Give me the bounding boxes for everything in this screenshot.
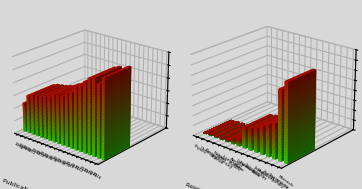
X-axis label: Publication Years: Publication Years: [2, 178, 54, 189]
X-axis label: Research Areas: Research Areas: [185, 182, 232, 189]
